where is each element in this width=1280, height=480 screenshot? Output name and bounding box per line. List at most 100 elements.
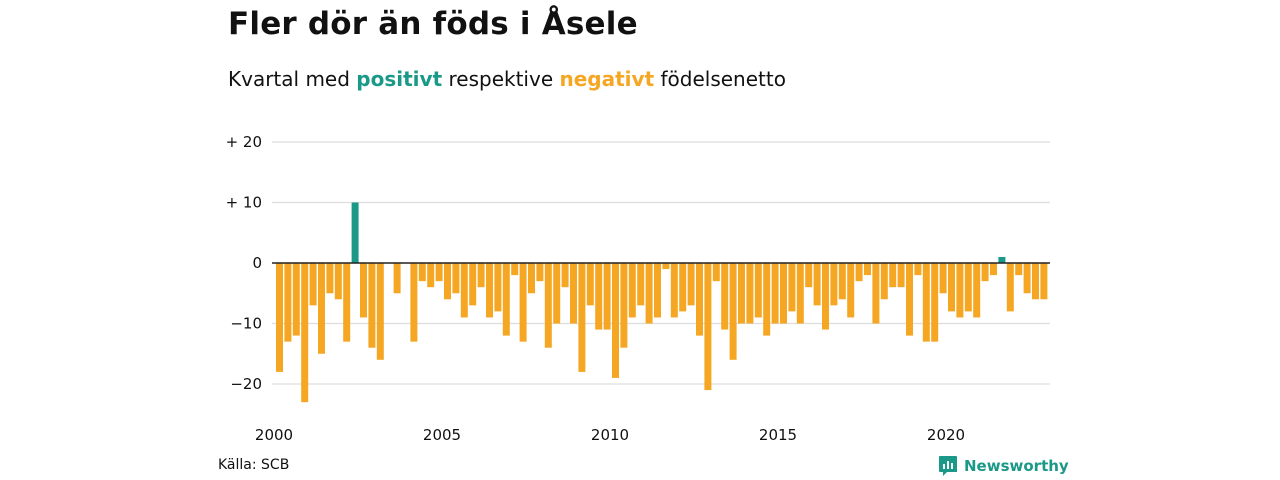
chart-bar [427,263,435,288]
chart-bar [670,263,678,318]
chart-bar [729,263,737,360]
chart-bar [1032,263,1039,300]
chart-bar [712,263,720,282]
chart-bar [746,263,754,324]
subtitle-text-end: födelsenetto [660,67,786,91]
chart-bar [494,263,502,312]
chart-bar [393,263,401,294]
chart-bar [528,263,535,294]
chart-bar [1023,263,1031,294]
chart-bar [435,263,443,282]
chart-bar [620,263,628,348]
chart-bar [561,263,569,288]
chart-bar [796,263,804,324]
chart-bar [452,263,460,294]
y-tick-label: 0 [252,254,262,272]
y-tick-label: + 20 [226,133,262,151]
brand-logo: Newsworthy [938,455,1069,477]
chart-bar [763,263,771,336]
chart-bar [771,263,779,324]
chart-bar [536,263,544,282]
chart-bar [939,263,947,294]
chart-bar [460,263,468,318]
chart-bar [864,263,871,276]
chart-bar [309,263,317,306]
chart-bar [519,263,527,342]
chart-bar [628,263,636,318]
brand-name: Newsworthy [964,457,1069,475]
chart-bar [788,263,796,312]
chart-bar [301,263,309,403]
chart-bar [376,263,384,360]
page-title: Fler dör än föds i Åsele [228,6,638,42]
source-credit: Källa: SCB [218,457,290,473]
chart-bar [931,263,939,342]
chart-bar [679,263,687,312]
chart-bar [276,263,283,372]
chart-bar [477,263,485,288]
chart-bar [368,263,376,348]
chart-bar [948,263,955,312]
chart-bar [637,263,645,306]
subtitle-text-middle: respektive [448,67,554,91]
chart-bar [847,263,855,318]
chart-bar [922,263,930,342]
chart-bar [897,263,905,288]
chart-bar [738,263,745,324]
chart-bar [502,263,510,336]
chart-bar [880,263,888,300]
chart-bar [612,263,619,378]
y-tick-label: + 10 [226,194,262,212]
chart-bar [721,263,729,330]
x-tick-label: 2020 [927,426,965,444]
chart-bar [805,263,813,288]
chart-bar [284,263,292,342]
chart-bar [813,263,821,306]
chart-bar [360,263,367,318]
chart-bar [990,263,997,276]
chart-bar [469,263,477,306]
chart-bar [544,263,552,348]
chart-bar [981,263,989,282]
chart-bar [822,263,829,330]
x-tick-label: 2000 [255,426,293,444]
x-tick-label: 2005 [423,426,461,444]
chart-bar [1006,263,1014,312]
chart-bar [998,256,1006,263]
chart-bar [704,263,712,391]
chart-bar [1040,263,1048,300]
chart-bar [906,263,913,336]
chart-bar [603,263,611,330]
chart-bar [318,263,325,354]
chart-bar [578,263,586,372]
chart-bar [410,263,418,342]
chart-bar [553,263,561,324]
chart-bar [586,263,594,306]
chart-bar [418,263,426,282]
chart-bar [964,263,972,312]
chart-bar [687,263,695,306]
chart-bar [956,263,964,318]
chart-bar [326,263,334,294]
chart-bar [486,263,493,318]
subtitle-text-start: Kvartal med [228,67,350,91]
chart-bar [754,263,762,318]
chart-bar [511,263,519,276]
y-tick-label: −10 [230,315,262,333]
y-tick-label: −20 [230,375,262,393]
chart-subtitle: Kvartal med positivt respektive negativt… [228,67,786,91]
chart-bar [595,263,603,330]
chart-bar [292,263,300,336]
chart-bar [662,263,670,270]
subtitle-negative-label: negativt [559,67,655,91]
chart-bar [889,263,897,288]
chart-bar [855,263,863,282]
chart-bar [351,202,359,263]
chart-bar [830,263,838,306]
chart-bar [444,263,451,300]
chart-bar [343,263,351,342]
chart-bar [914,263,922,276]
chart-bar [645,263,653,324]
x-tick-label: 2015 [759,426,797,444]
